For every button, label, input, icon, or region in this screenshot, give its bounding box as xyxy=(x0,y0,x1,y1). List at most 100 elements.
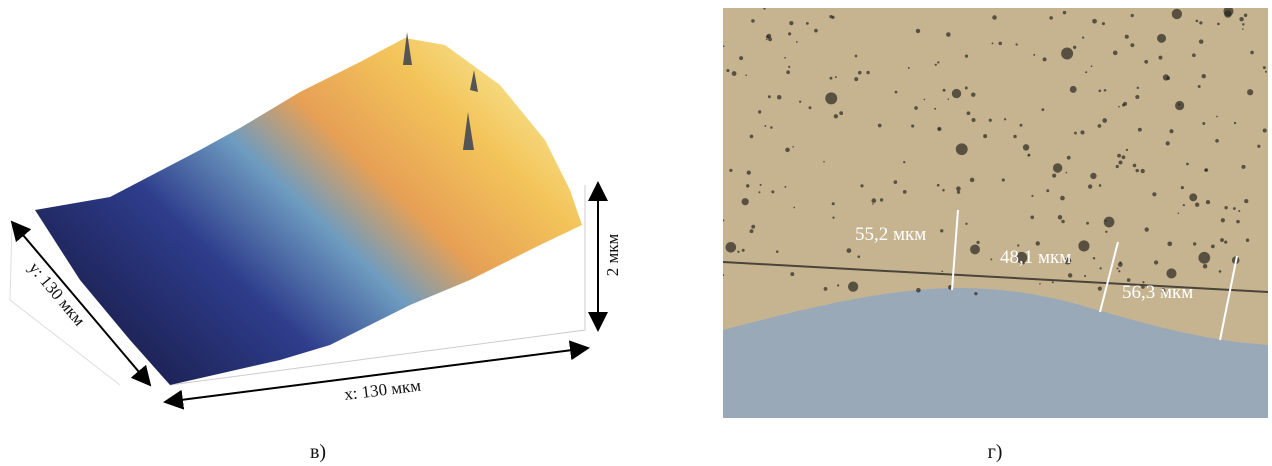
speck xyxy=(1099,184,1102,187)
speck xyxy=(834,114,838,118)
speck xyxy=(1224,241,1227,244)
speck xyxy=(839,111,843,115)
speck xyxy=(1183,204,1185,206)
speck xyxy=(1193,242,1196,245)
speck xyxy=(1192,53,1196,57)
speck xyxy=(1033,54,1035,56)
speck xyxy=(1145,227,1149,231)
speck xyxy=(948,98,950,100)
speck xyxy=(848,281,858,291)
speck xyxy=(1236,220,1240,224)
speck xyxy=(746,184,749,187)
speck xyxy=(737,251,739,253)
speck xyxy=(792,146,794,148)
speck xyxy=(895,91,898,94)
speck xyxy=(1244,199,1248,203)
speck xyxy=(1043,57,1047,61)
speck xyxy=(789,21,793,25)
speck xyxy=(1223,6,1233,16)
speck xyxy=(837,284,839,286)
speck xyxy=(855,55,858,58)
speck xyxy=(829,15,832,18)
speck xyxy=(1198,252,1210,264)
speck xyxy=(1238,210,1240,212)
speck xyxy=(1074,132,1077,135)
speck xyxy=(965,55,968,58)
speck xyxy=(857,255,860,258)
speck xyxy=(1135,169,1138,172)
speck xyxy=(1002,178,1005,181)
speck xyxy=(1172,9,1182,19)
speck xyxy=(1199,21,1202,24)
speck xyxy=(1113,51,1118,56)
speck xyxy=(1224,206,1227,209)
speck xyxy=(911,124,914,127)
speck xyxy=(1246,239,1249,242)
speck xyxy=(742,249,745,252)
speck xyxy=(1020,124,1023,127)
speck xyxy=(823,161,825,163)
speck xyxy=(1049,16,1053,20)
speck xyxy=(1015,43,1017,45)
speck xyxy=(1157,34,1166,43)
speck xyxy=(1250,51,1254,55)
speck xyxy=(824,287,828,291)
figure: x: 130 мкм y: 130 мкм 2 мкм в) 55,2 мкм … xyxy=(0,0,1272,466)
speck xyxy=(1133,164,1137,168)
speck xyxy=(726,69,729,72)
speck xyxy=(1105,231,1107,233)
speck xyxy=(1030,215,1034,219)
speck xyxy=(1086,222,1089,225)
speck xyxy=(1098,287,1102,291)
speck xyxy=(1241,165,1245,169)
measure-label: 55,2 мкм xyxy=(855,224,926,245)
speck xyxy=(1167,241,1172,246)
speck xyxy=(723,45,725,47)
speck xyxy=(1082,37,1084,39)
speck xyxy=(758,191,760,193)
speck xyxy=(1027,154,1029,156)
speck xyxy=(1061,47,1073,59)
speck xyxy=(1090,173,1096,179)
speck xyxy=(1092,19,1097,24)
speck xyxy=(1084,275,1086,277)
speck xyxy=(835,76,837,78)
speck xyxy=(1046,189,1049,192)
page: x: 130 мкм y: 130 мкм 2 мкм в) 55,2 мкм … xyxy=(0,0,1272,466)
speck xyxy=(976,241,979,244)
speck xyxy=(1126,149,1128,151)
speck xyxy=(760,184,762,186)
speck xyxy=(1234,122,1236,124)
speck xyxy=(967,111,971,115)
speck xyxy=(1093,257,1095,259)
speck xyxy=(1177,212,1179,214)
speck xyxy=(806,22,809,25)
speck xyxy=(1154,260,1158,264)
speck xyxy=(796,41,798,43)
speck xyxy=(854,77,858,81)
speck xyxy=(970,244,980,254)
speck xyxy=(1052,174,1056,178)
speck xyxy=(965,86,968,89)
speck xyxy=(786,70,790,74)
speck xyxy=(972,118,976,122)
speck xyxy=(758,110,761,113)
speck xyxy=(1117,267,1119,269)
speck xyxy=(1199,39,1204,44)
speck xyxy=(1067,156,1071,160)
speck xyxy=(858,71,862,75)
speck xyxy=(1166,268,1176,278)
speck xyxy=(751,225,755,229)
speck xyxy=(1023,144,1029,150)
speck xyxy=(970,178,975,183)
speck xyxy=(776,250,779,253)
micrograph-panel: 55,2 мкм 48,1 мкм 56,3 мкм г) xyxy=(722,6,1268,463)
speck xyxy=(1144,60,1148,64)
speck xyxy=(832,202,835,205)
speck xyxy=(847,248,852,253)
speck xyxy=(1244,14,1248,18)
speck xyxy=(1221,218,1225,222)
speck xyxy=(983,134,987,138)
speck xyxy=(916,29,920,33)
speck xyxy=(747,170,751,174)
